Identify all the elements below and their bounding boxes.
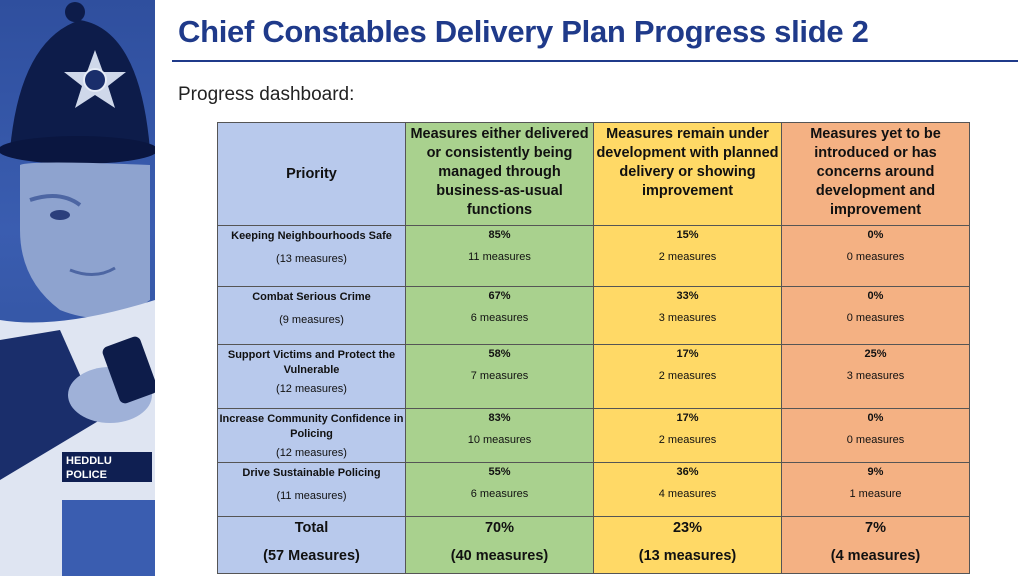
header-delivered: Measures either delivered or consistentl… xyxy=(405,122,594,226)
priority-name: Keeping Neighbourhoods Safe xyxy=(231,230,392,242)
concerns-cell: 0% 0 measures xyxy=(781,225,970,287)
priority-name: Drive Sustainable Policing xyxy=(242,467,381,479)
priority-measures: (13 measures) xyxy=(276,253,347,265)
development-cell: 17% 2 measures xyxy=(593,408,782,463)
table-row: Combat Serious Crime (9 measures) 67% 6 … xyxy=(217,286,970,345)
priority-measures: (9 measures) xyxy=(279,314,344,326)
delivered-cell: 83% 10 measures xyxy=(405,408,594,463)
development-cell: 36% 4 measures xyxy=(593,462,782,517)
total-development-cell: 23% (13 measures) xyxy=(593,516,782,574)
priority-cell: Combat Serious Crime (9 measures) xyxy=(217,286,406,345)
police-officer-illustration: HEDDLU POLICE xyxy=(0,2,155,576)
priority-name: Combat Serious Crime xyxy=(252,291,371,303)
priority-name: Support Victims and Protect the Vulnerab… xyxy=(227,349,396,376)
concerns-cell: 0% 0 measures xyxy=(781,408,970,463)
priority-name: Increase Community Confidence in Policin… xyxy=(219,413,404,440)
total-priority-cell: Total (57 Measures) xyxy=(217,516,406,574)
priority-measures: (11 measures) xyxy=(276,490,347,502)
priority-cell: Support Victims and Protect the Vulnerab… xyxy=(217,344,406,409)
development-cell: 15% 2 measures xyxy=(593,225,782,287)
priority-cell: Drive Sustainable Policing (11 measures) xyxy=(217,462,406,517)
header-concerns: Measures yet to be introduced or has con… xyxy=(781,122,970,226)
total-measures: (57 Measures) xyxy=(263,548,360,564)
delivered-cell: 85% 11 measures xyxy=(405,225,594,287)
concerns-cell: 0% 0 measures xyxy=(781,286,970,345)
svg-text:HEDDLU: HEDDLU xyxy=(66,455,112,467)
development-cell: 33% 3 measures xyxy=(593,286,782,345)
concerns-cell: 9% 1 measure xyxy=(781,462,970,517)
concerns-cell: 25% 3 measures xyxy=(781,344,970,409)
total-concerns-cell: 7% (4 measures) xyxy=(781,516,970,574)
priority-measures: (12 measures) xyxy=(276,383,347,395)
table-row: Keeping Neighbourhoods Safe (13 measures… xyxy=(217,225,970,287)
helmet-badge-icon xyxy=(64,50,126,108)
page-subtitle: Progress dashboard: xyxy=(178,84,355,105)
page-title: Chief Constables Delivery Plan Progress … xyxy=(178,14,869,49)
delivered-cell: 55% 6 measures xyxy=(405,462,594,517)
table-row: Drive Sustainable Policing (11 measures)… xyxy=(217,462,970,517)
table-header-row: Priority Measures either delivered or co… xyxy=(217,122,970,226)
development-cell: 17% 2 measures xyxy=(593,344,782,409)
title-divider xyxy=(172,60,1018,62)
delivered-cell: 58% 7 measures xyxy=(405,344,594,409)
police-officer-photo: HEDDLU POLICE xyxy=(0,0,155,576)
table-total-row: Total (57 Measures) 70% (40 measures) 23… xyxy=(217,516,970,574)
total-delivered-cell: 70% (40 measures) xyxy=(405,516,594,574)
priority-cell: Keeping Neighbourhoods Safe (13 measures… xyxy=(217,225,406,287)
priority-measures: (12 measures) xyxy=(276,447,347,459)
progress-dashboard-table: Priority Measures either delivered or co… xyxy=(217,122,970,574)
table-row: Increase Community Confidence in Policin… xyxy=(217,408,970,463)
priority-cell: Increase Community Confidence in Policin… xyxy=(217,408,406,463)
svg-text:POLICE: POLICE xyxy=(66,469,107,481)
delivered-cell: 67% 6 measures xyxy=(405,286,594,345)
total-label: Total xyxy=(294,520,329,536)
header-development: Measures remain under development with p… xyxy=(593,122,782,226)
table-row: Support Victims and Protect the Vulnerab… xyxy=(217,344,970,409)
header-priority: Priority xyxy=(217,122,406,226)
